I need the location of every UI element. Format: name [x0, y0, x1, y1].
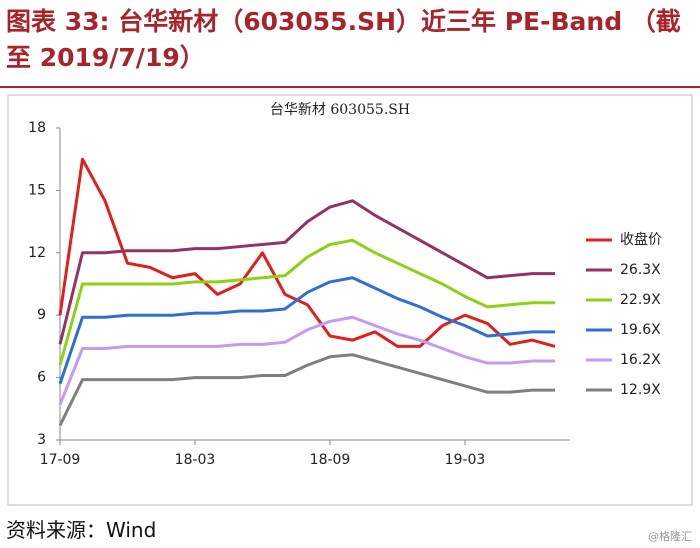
y-tick-label: 15 — [28, 182, 46, 198]
x-tick-label: 19-03 — [445, 452, 486, 468]
y-tick-label: 9 — [37, 307, 46, 323]
source: 资料来源：Wind — [6, 518, 157, 542]
y-tick-label: 6 — [37, 370, 46, 386]
y-tick-label: 18 — [28, 120, 46, 136]
watermark: @格隆汇 — [648, 530, 692, 543]
series-line — [58, 315, 555, 406]
series-line — [58, 353, 555, 427]
series-line — [58, 238, 555, 366]
y-tick-label: 3 — [37, 432, 46, 448]
caption: 图表 33: 台华新材（603055.SH）近三年 PE-Band （截至 20… — [6, 7, 681, 72]
chart-frame — [7, 94, 693, 506]
legend-label: 22.9X — [620, 292, 661, 308]
series-line — [58, 199, 555, 345]
y-tick-label: 12 — [28, 245, 46, 261]
legend-label: 19.6X — [620, 322, 661, 338]
x-tick-label: 18-09 — [310, 452, 351, 468]
chart-title: 台华新材 603055.SH — [270, 102, 410, 118]
legend-label: 16.2X — [620, 352, 661, 368]
x-tick-label: 18-03 — [175, 452, 216, 468]
x-tick-label: 17-09 — [40, 452, 81, 468]
legend-label: 收盘价 — [620, 231, 662, 248]
divider — [0, 86, 700, 88]
legend-label: 12.9X — [620, 382, 661, 398]
legend-label: 26.3X — [620, 262, 661, 278]
series-line — [58, 276, 555, 385]
series-line — [58, 157, 556, 348]
